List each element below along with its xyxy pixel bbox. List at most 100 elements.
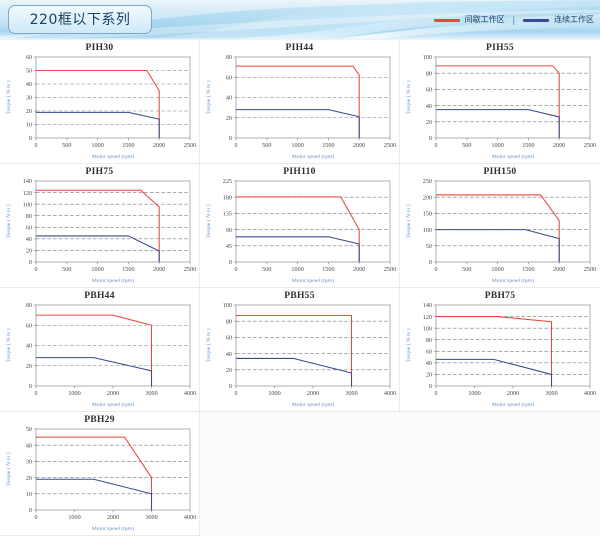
svg-text:1000: 1000 xyxy=(268,390,280,397)
svg-text:40: 40 xyxy=(226,95,232,102)
svg-text:60: 60 xyxy=(226,335,232,342)
svg-text:2500: 2500 xyxy=(584,142,596,149)
series-line-intermittent xyxy=(36,69,160,138)
svg-text:1000: 1000 xyxy=(291,266,303,273)
svg-text:60: 60 xyxy=(26,224,32,231)
svg-text:60: 60 xyxy=(26,322,32,329)
svg-text:2000: 2000 xyxy=(107,390,119,397)
chart-cell-pih55: PIH55 0 20 40 60 80 100 0 500 1000 1500 2000 2500 Mot… xyxy=(400,40,600,164)
svg-text:0: 0 xyxy=(34,142,37,149)
svg-text:10: 10 xyxy=(26,491,32,498)
svg-text:80: 80 xyxy=(226,318,232,325)
x-axis-title: Motor speed (rpm) xyxy=(92,153,134,160)
svg-text:1500: 1500 xyxy=(522,266,534,273)
series-title-text: 220框以下系列 xyxy=(29,11,131,28)
chart-cell-pbh55: PBH55 0 20 40 60 80 100 0 1000 2000 3000 4000 Motor … xyxy=(200,288,400,412)
chart-title: PIH110 xyxy=(283,167,316,177)
svg-text:4000: 4000 xyxy=(184,514,196,521)
chart-plot: 0 20 40 60 80 100 120 140 0 1000 2000 3000 4000 Motor… xyxy=(405,302,596,408)
svg-text:0: 0 xyxy=(29,507,32,514)
series-line-intermittent xyxy=(36,189,160,262)
svg-text:20: 20 xyxy=(26,248,32,255)
svg-text:1000: 1000 xyxy=(468,390,480,397)
svg-text:0: 0 xyxy=(229,259,232,266)
svg-text:2000: 2000 xyxy=(353,142,365,149)
svg-text:0: 0 xyxy=(234,142,237,149)
x-axis-title: Motor speed (rpm) xyxy=(492,277,534,284)
svg-text:2000: 2000 xyxy=(553,142,565,149)
svg-text:225: 225 xyxy=(223,178,232,185)
svg-text:2000: 2000 xyxy=(553,266,565,273)
y-axis-title: Torque ( N·m ) xyxy=(5,328,12,362)
svg-text:2500: 2500 xyxy=(384,142,396,149)
svg-text:1500: 1500 xyxy=(322,266,334,273)
svg-text:60: 60 xyxy=(226,74,232,81)
svg-text:2500: 2500 xyxy=(184,142,196,149)
legend-label-continuous: 连续工作区 xyxy=(554,15,594,24)
svg-text:3000: 3000 xyxy=(545,390,557,397)
svg-text:0: 0 xyxy=(34,514,37,521)
chart-cell-pih75: PIH75 0 20 40 60 80 100 120 140 0 500 1000 1500 2000 2… xyxy=(0,164,200,288)
svg-text:1000: 1000 xyxy=(68,514,80,521)
svg-text:4000: 4000 xyxy=(184,390,196,397)
svg-text:1000: 1000 xyxy=(491,142,503,149)
x-axis-title: Motor speed (rpm) xyxy=(292,153,334,160)
svg-text:60: 60 xyxy=(26,54,32,61)
chart-plot: 0 45 90 135 180 225 0 500 1000 1500 2000 2500 Motor … xyxy=(205,178,396,284)
svg-text:1000: 1000 xyxy=(91,142,103,149)
svg-text:0: 0 xyxy=(434,142,437,149)
svg-text:1000: 1000 xyxy=(291,142,303,149)
svg-text:250: 250 xyxy=(423,178,432,185)
svg-text:30: 30 xyxy=(26,95,32,102)
series-title-badge: 220框以下系列 xyxy=(8,5,152,34)
chart-plot: 0 10 20 30 40 50 60 0 500 1000 1500 2000 2500 Motor s… xyxy=(5,54,196,160)
svg-text:20: 20 xyxy=(426,372,432,379)
chart-cell-pih30: PIH30 0 10 20 30 40 50 60 0 500 1000 1500 2000 2500 Mo… xyxy=(0,40,200,164)
series-line-intermittent xyxy=(36,314,153,386)
svg-text:80: 80 xyxy=(426,70,432,77)
svg-text:40: 40 xyxy=(426,360,432,367)
chart-cell-pbh75: PBH75 0 20 40 60 80 100 120 140 0 1000 2000 3000 4000… xyxy=(400,288,600,412)
svg-text:500: 500 xyxy=(62,142,71,149)
svg-text:180: 180 xyxy=(223,194,232,201)
series-line-continuous xyxy=(436,229,560,262)
svg-text:80: 80 xyxy=(26,213,32,220)
svg-text:120: 120 xyxy=(23,190,32,197)
svg-text:2500: 2500 xyxy=(184,266,196,273)
chart-cell-pbh44: PBH44 0 20 40 60 80 0 1000 2000 3000 4000 Motor spe… xyxy=(0,288,200,412)
svg-text:1500: 1500 xyxy=(122,142,134,149)
svg-text:0: 0 xyxy=(429,259,432,266)
svg-text:0: 0 xyxy=(29,259,32,266)
svg-text:20: 20 xyxy=(426,119,432,126)
svg-text:1000: 1000 xyxy=(68,390,80,397)
series-line-intermittent xyxy=(236,65,360,138)
svg-text:20: 20 xyxy=(26,363,32,370)
series-line-continuous xyxy=(36,111,160,138)
y-axis-title: Torque ( N·m ) xyxy=(5,452,12,486)
svg-text:0: 0 xyxy=(429,383,432,390)
svg-text:100: 100 xyxy=(223,302,232,309)
svg-text:0: 0 xyxy=(234,266,237,273)
chart-plot: 0 10 20 30 40 50 0 1000 2000 3000 4000 Motor speed … xyxy=(5,426,196,532)
x-axis-title: Motor speed (rpm) xyxy=(492,401,534,408)
svg-text:40: 40 xyxy=(26,343,32,350)
chart-legend: 间歇工作区 | 连续工作区 xyxy=(433,12,594,28)
x-axis-title: Motor speed (rpm) xyxy=(292,277,334,284)
y-axis-title: Torque ( N·m ) xyxy=(205,80,212,114)
svg-text:20: 20 xyxy=(226,367,232,374)
svg-text:2000: 2000 xyxy=(353,266,365,273)
x-axis-title: Motor speed (rpm) xyxy=(92,525,134,532)
svg-text:20: 20 xyxy=(226,115,232,122)
svg-text:120: 120 xyxy=(423,314,432,321)
y-axis-title: Torque ( N·m ) xyxy=(205,328,212,362)
svg-text:100: 100 xyxy=(423,227,432,234)
legend-swatch-intermittent-icon xyxy=(433,18,460,22)
chart-plot: 0 20 40 60 80 0 1000 2000 3000 4000 Motor speed (r… xyxy=(5,302,196,408)
svg-text:0: 0 xyxy=(34,390,37,397)
y-axis-title: Torque ( N·m ) xyxy=(5,204,12,238)
page-header-banner: 220框以下系列 间歇工作区 | 连续工作区 xyxy=(0,0,600,40)
series-line-continuous xyxy=(36,478,153,510)
series-line-continuous xyxy=(36,235,160,262)
chart-title: PBH75 xyxy=(484,291,516,301)
